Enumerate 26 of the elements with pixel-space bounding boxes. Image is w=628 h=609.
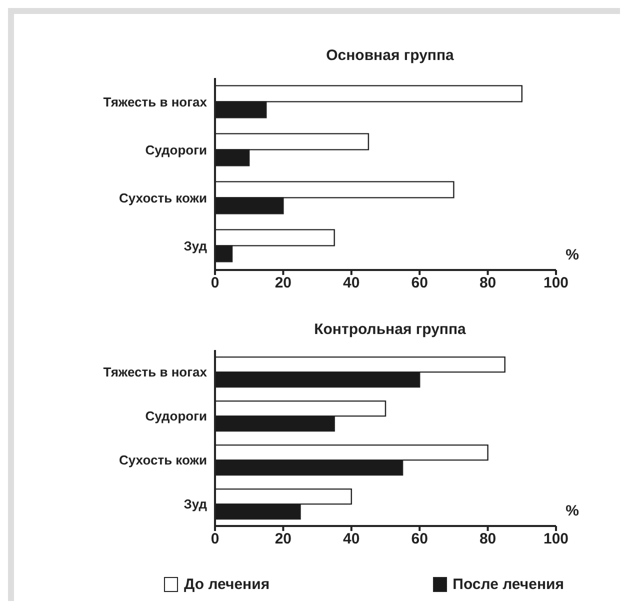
legend-label: После лечения bbox=[452, 576, 564, 593]
y-tick-label: Сухость кожи bbox=[119, 190, 208, 206]
x-tick-label: 80 bbox=[479, 530, 496, 548]
legend-label: До лечения bbox=[184, 576, 270, 593]
x-axis-title: % bbox=[566, 246, 579, 264]
x-tick-label: 40 bbox=[343, 530, 360, 548]
x-tick-label: 100 bbox=[543, 530, 569, 548]
x-tick-label: 60 bbox=[411, 274, 428, 292]
x-tick-label: 40 bbox=[343, 274, 360, 292]
x-tick-label: 100 bbox=[543, 274, 569, 292]
x-tick-label: 20 bbox=[274, 530, 292, 548]
x-axis-title: % bbox=[566, 502, 579, 520]
y-tick-label: Зуд bbox=[184, 238, 208, 254]
y-tick-label: Тяжесть в ногах bbox=[103, 364, 208, 380]
y-tick-label: Судороги bbox=[145, 142, 207, 158]
chart-title: Основная группа bbox=[325, 46, 455, 66]
x-tick-label: 0 bbox=[210, 530, 220, 548]
y-tick-label: Зуд bbox=[184, 496, 208, 512]
y-tick-label: Судороги bbox=[145, 408, 207, 424]
y-tick-label: Сухость кожи bbox=[119, 452, 208, 468]
chart-title: Контрольная группа bbox=[313, 320, 467, 340]
x-tick-label: 20 bbox=[274, 274, 292, 292]
x-tick-label: 60 bbox=[411, 530, 428, 548]
x-tick-label: 0 bbox=[210, 274, 220, 292]
x-tick-label: 80 bbox=[479, 274, 496, 292]
y-tick-label: Тяжесть в ногах bbox=[103, 94, 208, 110]
